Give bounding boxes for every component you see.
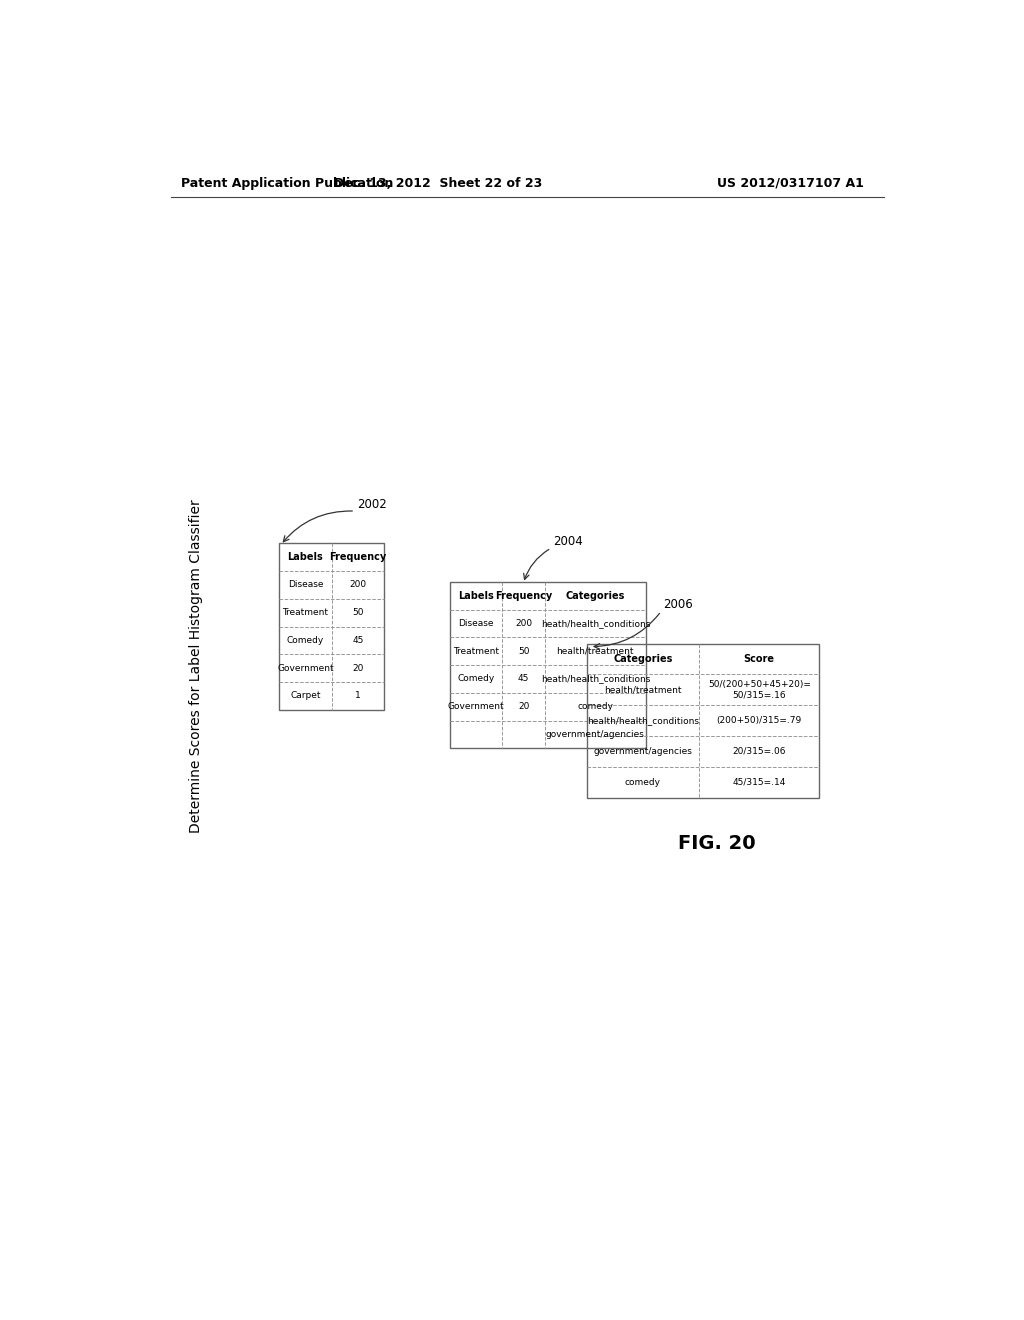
Text: Determine Scores for Label Histogram Classifier: Determine Scores for Label Histogram Cla… bbox=[189, 500, 203, 833]
Bar bbox=[587, 644, 819, 797]
Text: 45/315=.14: 45/315=.14 bbox=[732, 777, 786, 787]
Text: 50: 50 bbox=[352, 609, 364, 618]
Text: heath/health_conditions: heath/health_conditions bbox=[541, 619, 650, 628]
Bar bbox=[450, 582, 646, 748]
Text: Comedy: Comedy bbox=[458, 675, 495, 684]
Text: 45: 45 bbox=[352, 636, 364, 645]
Text: Labels: Labels bbox=[288, 552, 324, 562]
Text: FIG. 20: FIG. 20 bbox=[678, 834, 756, 853]
Text: Treatment: Treatment bbox=[283, 609, 329, 618]
Text: (200+50)/315=.79: (200+50)/315=.79 bbox=[717, 715, 802, 725]
Text: 200: 200 bbox=[349, 581, 367, 590]
Text: Patent Application Publication: Patent Application Publication bbox=[180, 177, 393, 190]
Text: 2006: 2006 bbox=[663, 598, 692, 611]
Text: Government: Government bbox=[447, 702, 504, 711]
Text: Categories: Categories bbox=[565, 591, 625, 601]
Text: Carpet: Carpet bbox=[290, 692, 321, 701]
Text: Treatment: Treatment bbox=[453, 647, 499, 656]
Text: health/treatment: health/treatment bbox=[557, 647, 634, 656]
Text: 50: 50 bbox=[518, 647, 529, 656]
Text: health/health_conditions: health/health_conditions bbox=[587, 715, 699, 725]
Text: Disease: Disease bbox=[458, 619, 494, 628]
Bar bbox=[280, 544, 384, 710]
Text: Government: Government bbox=[278, 664, 334, 673]
Text: 20: 20 bbox=[352, 664, 364, 673]
Text: 20: 20 bbox=[518, 702, 529, 711]
Text: 20/315=.06: 20/315=.06 bbox=[732, 747, 786, 756]
Text: 2004: 2004 bbox=[553, 536, 583, 548]
Text: government/agencies: government/agencies bbox=[594, 747, 692, 756]
Text: 45: 45 bbox=[518, 675, 529, 684]
Text: Frequency: Frequency bbox=[329, 552, 386, 562]
Text: Dec. 13, 2012  Sheet 22 of 23: Dec. 13, 2012 Sheet 22 of 23 bbox=[334, 177, 542, 190]
Text: US 2012/0317107 A1: US 2012/0317107 A1 bbox=[717, 177, 864, 190]
Text: comedy: comedy bbox=[625, 777, 660, 787]
Text: 1: 1 bbox=[355, 692, 360, 701]
Text: heath/health_conditions: heath/health_conditions bbox=[541, 675, 650, 684]
Text: Comedy: Comedy bbox=[287, 636, 325, 645]
Text: health/treatment: health/treatment bbox=[604, 685, 682, 694]
Text: Disease: Disease bbox=[288, 581, 324, 590]
Text: 2002: 2002 bbox=[356, 499, 386, 511]
Text: government/agencies: government/agencies bbox=[546, 730, 645, 739]
Text: Labels: Labels bbox=[458, 591, 494, 601]
Text: comedy: comedy bbox=[578, 702, 613, 711]
Text: 200: 200 bbox=[515, 619, 532, 628]
Text: Score: Score bbox=[743, 653, 775, 664]
Text: Categories: Categories bbox=[613, 653, 673, 664]
Text: Frequency: Frequency bbox=[495, 591, 552, 601]
Text: 50/(200+50+45+20)=
50/315=.16: 50/(200+50+45+20)= 50/315=.16 bbox=[708, 680, 811, 700]
